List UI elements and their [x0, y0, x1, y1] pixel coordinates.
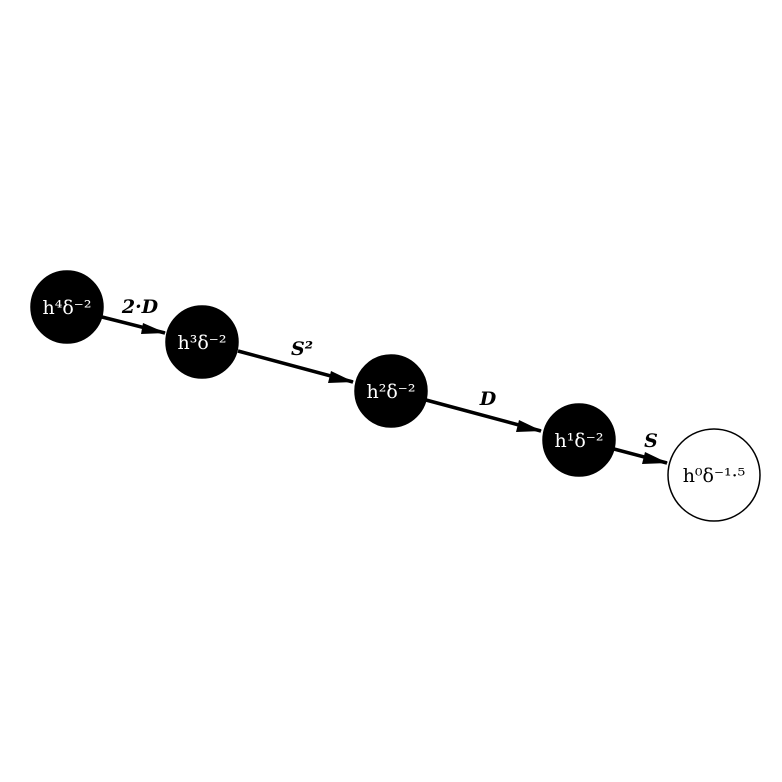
edge-n2-n1: D — [425, 388, 542, 433]
edge-label: S² — [291, 338, 313, 360]
node-label: h⁰δ⁻¹·⁵ — [683, 465, 746, 487]
arrowhead-icon — [642, 452, 668, 464]
node-h2: h²δ⁻² — [354, 354, 428, 428]
node-label: h⁴δ⁻² — [43, 297, 92, 319]
node-h1: h¹δ⁻² — [542, 403, 616, 477]
edges: 2·D S² D S — [101, 296, 668, 465]
node-h4: h⁴δ⁻² — [30, 270, 104, 344]
arrowhead-icon — [328, 371, 354, 383]
edge-n4-n3: 2·D — [101, 296, 166, 335]
node-label: h³δ⁻² — [178, 332, 227, 354]
node-label: h¹δ⁻² — [555, 430, 604, 452]
edge-label: 2·D — [121, 296, 159, 318]
edge-label: D — [479, 388, 497, 410]
nodes: h⁴δ⁻² h³δ⁻² h²δ⁻² h¹δ⁻² h⁰δ⁻¹·⁵ — [30, 270, 761, 522]
node-h3: h³δ⁻² — [165, 305, 239, 379]
edge-label: S — [644, 430, 658, 452]
node-label: h²δ⁻² — [367, 381, 416, 403]
node-h0: h⁰δ⁻¹·⁵ — [667, 428, 761, 522]
edge-n1-n0: S — [613, 430, 668, 465]
edge-n3-n2: S² — [237, 338, 354, 384]
arrowhead-icon — [141, 323, 166, 334]
arrowhead-icon — [516, 420, 542, 432]
